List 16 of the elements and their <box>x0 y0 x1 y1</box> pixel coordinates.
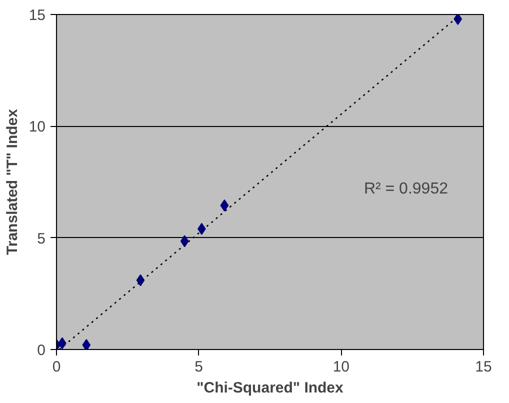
y-axis-title: Translated "T" Index <box>4 108 21 255</box>
point <box>180 235 189 248</box>
point <box>82 339 91 350</box>
point <box>220 199 229 212</box>
x-axis-title: "Chi-Squared" Index <box>196 380 344 396</box>
x-tick-label: 10 <box>332 358 350 376</box>
point <box>454 14 462 25</box>
y-tick-label: 0 <box>37 342 46 359</box>
annotation: R² = 0.9952 <box>364 180 448 198</box>
y-tick-label: 15 <box>28 7 46 24</box>
point <box>136 274 145 286</box>
x-tick-label: 5 <box>194 358 204 376</box>
y-tick-label: 10 <box>28 118 46 136</box>
x-tick-label: 0 <box>52 358 61 376</box>
y-tick-label: 5 <box>37 230 46 248</box>
x-tick-label: 15 <box>475 358 492 376</box>
